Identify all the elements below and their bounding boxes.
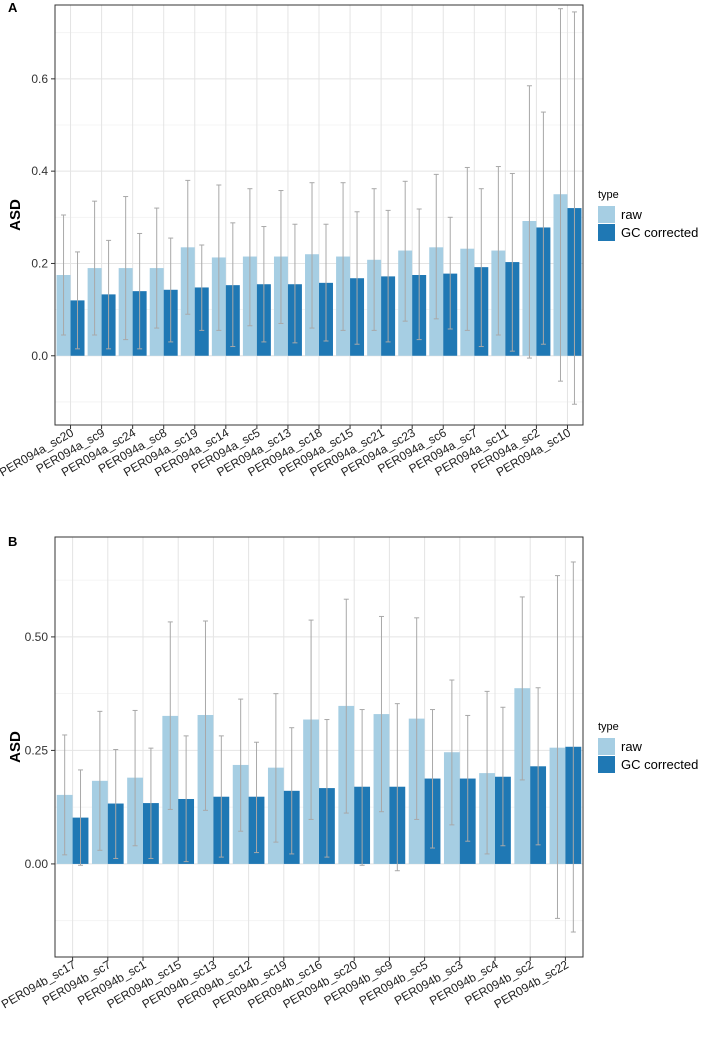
error-bar — [137, 232, 143, 350]
error-bar — [540, 111, 546, 345]
error-bar — [216, 184, 222, 331]
error-bar — [247, 188, 253, 327]
error-bar — [292, 223, 298, 344]
error-bar — [132, 709, 138, 847]
error-bar — [238, 698, 244, 832]
legend-label-raw: raw — [621, 739, 643, 754]
panel-tag: B — [8, 534, 17, 549]
y-tick-label: 0.0 — [31, 349, 48, 363]
error-bar — [167, 621, 173, 810]
error-bar — [449, 679, 455, 826]
error-bar — [106, 239, 112, 350]
error-bar — [75, 251, 81, 350]
error-bar — [123, 196, 129, 341]
error-bar — [465, 714, 471, 842]
error-bar — [113, 748, 119, 859]
legend-title: type — [598, 189, 619, 201]
error-bar — [402, 180, 408, 322]
error-bar — [230, 222, 236, 348]
error-bar — [478, 188, 484, 348]
error-bar — [433, 173, 439, 320]
error-bar — [97, 710, 103, 851]
panel-b-chart: B0.000.250.50PER094b_sc17PER094b_sc7PER0… — [0, 534, 698, 1011]
error-bar — [416, 208, 422, 341]
y-tick-label: 0.50 — [25, 630, 49, 644]
error-bar — [323, 223, 329, 342]
error-bar — [168, 237, 174, 343]
error-bar — [359, 709, 365, 866]
error-bar — [202, 620, 208, 811]
legend-label-gc-corrected: GC corrected — [621, 757, 698, 772]
error-bar — [309, 182, 315, 329]
error-bar — [557, 8, 563, 382]
error-bar — [273, 693, 279, 843]
y-axis-title: ASD — [7, 199, 24, 231]
error-bar — [484, 690, 490, 855]
legend-label-raw: raw — [621, 207, 643, 222]
error-bar — [394, 703, 400, 872]
error-bar — [154, 207, 160, 329]
legend-swatch-gc-corrected — [598, 756, 615, 773]
error-bar — [526, 85, 532, 359]
legend-swatch-raw — [598, 206, 615, 223]
legend-label-gc-corrected: GC corrected — [621, 225, 698, 240]
error-bar — [570, 561, 576, 933]
error-bar — [495, 166, 501, 336]
error-bar — [447, 216, 453, 330]
error-bar — [61, 214, 67, 336]
y-tick-label: 0.4 — [31, 164, 48, 178]
error-bar — [185, 179, 191, 315]
error-bar — [385, 209, 391, 343]
error-bar — [414, 617, 420, 820]
panel-a-chart: A0.00.20.40.6PER094a_sc20PER094a_sc9PER0… — [0, 0, 698, 479]
error-bar — [378, 615, 384, 813]
error-bar — [324, 719, 330, 858]
error-bar — [148, 747, 154, 859]
error-bar — [62, 734, 68, 856]
error-bar — [354, 211, 360, 345]
error-bar — [464, 166, 470, 331]
error-bar — [261, 226, 267, 343]
error-bar — [92, 200, 98, 336]
y-tick-label: 0.6 — [31, 72, 48, 86]
y-tick-label: 0.2 — [31, 256, 48, 270]
error-bar — [430, 709, 436, 849]
error-bar — [278, 190, 284, 324]
error-bar — [535, 687, 541, 846]
error-bar — [343, 598, 349, 814]
error-bar — [340, 182, 346, 331]
y-tick-label: 0.25 — [25, 743, 49, 757]
error-bar — [509, 172, 515, 352]
y-tick-label: 0.00 — [25, 857, 49, 871]
legend-swatch-gc-corrected — [598, 224, 615, 241]
error-bar — [218, 735, 224, 858]
error-bar — [289, 727, 295, 855]
error-bar — [199, 244, 205, 331]
legend-title: type — [598, 721, 619, 733]
legend-swatch-raw — [598, 738, 615, 755]
error-bar — [571, 11, 577, 405]
error-bar — [78, 769, 84, 866]
error-bar — [500, 706, 506, 847]
error-bar — [554, 575, 560, 919]
error-bar — [308, 619, 314, 820]
y-axis-title: ASD — [7, 731, 24, 763]
error-bar — [371, 188, 377, 331]
error-bar — [519, 596, 525, 781]
error-bar — [183, 735, 189, 863]
panel-tag: A — [8, 0, 18, 15]
error-bar — [254, 741, 260, 854]
